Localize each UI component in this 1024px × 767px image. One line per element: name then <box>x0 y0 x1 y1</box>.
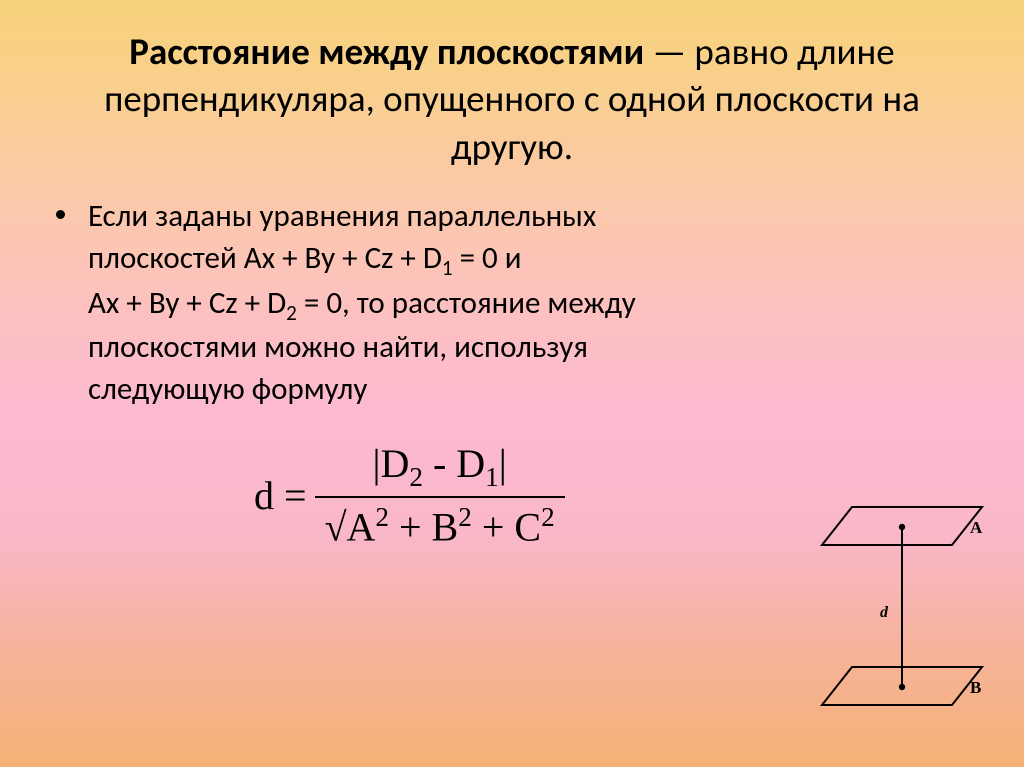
bullet-icon <box>56 210 65 219</box>
label-a: A <box>970 518 983 537</box>
num-sub1: 2 <box>409 462 423 492</box>
den-sup2: 2 <box>458 502 472 532</box>
den-c: + C <box>472 504 541 549</box>
title-bold: Расстояние между плоскостями <box>129 29 644 74</box>
den-b: + B <box>389 504 458 549</box>
body-eq2b: = 0, то расстояние между <box>297 284 636 322</box>
num-mid: - D <box>423 441 485 486</box>
formula-lhs: d = <box>254 472 307 519</box>
num-sub2: 1 <box>485 462 499 492</box>
num-b: | <box>499 441 507 486</box>
formula-numerator: |D2 - D1| <box>362 439 516 494</box>
point-a <box>899 524 905 530</box>
slide-title: Расстояние между плоскостями — равно дли… <box>44 28 980 170</box>
body-line4: плоскостями можно найти, используя <box>88 328 588 366</box>
body-line5: следующую формулу <box>88 370 367 408</box>
body-text: Если заданы уравнения параллельных плоск… <box>44 196 980 411</box>
den-sup3: 2 <box>541 502 555 532</box>
label-d: d <box>880 604 889 621</box>
planes-diagram: A B d <box>802 497 1002 727</box>
body-eq1-sub: 1 <box>442 255 453 281</box>
fraction-bar <box>315 496 565 498</box>
body-eq2-sub: 2 <box>286 300 297 326</box>
formula-denominator: √A2 + B2 + C2 <box>315 500 565 552</box>
body-eq2a: Ax + By + Cz + D <box>88 284 286 322</box>
label-b: B <box>970 678 981 697</box>
den-sup1: 2 <box>375 502 389 532</box>
formula-fraction: |D2 - D1| √A2 + B2 + C2 <box>315 439 565 552</box>
body-eq1a: плоскостей Ax + By + Cz + D <box>88 239 442 277</box>
num-a: |D <box>372 441 409 486</box>
body-eq1b: = 0 и <box>453 239 522 277</box>
slide: Расстояние между плоскостями — равно дли… <box>0 0 1024 767</box>
point-b <box>899 684 905 690</box>
den-a: √A <box>325 504 376 549</box>
body-line1: Если заданы уравнения параллельных <box>88 197 596 235</box>
